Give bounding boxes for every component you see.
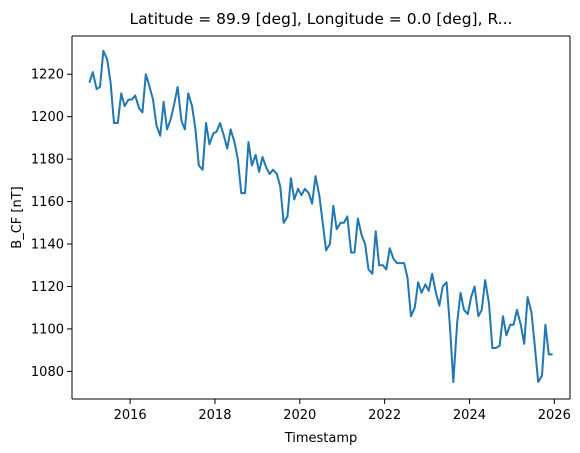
y-tick-label: 1100 xyxy=(31,322,64,337)
y-tick-label: 1080 xyxy=(31,365,64,380)
x-tick-label: 2016 xyxy=(114,408,147,423)
y-tick-label: 1200 xyxy=(31,110,64,125)
y-tick-label: 1120 xyxy=(31,280,64,295)
y-tick-label: 1180 xyxy=(31,153,64,168)
x-tick-label: 2018 xyxy=(198,408,231,423)
y-tick-label: 1140 xyxy=(31,238,64,253)
y-tick-label: 1160 xyxy=(31,195,64,210)
series-line xyxy=(88,49,553,384)
chart-title: Latitude = 89.9 [deg], Longitude = 0.0 [… xyxy=(130,10,513,28)
x-tick-label: 2026 xyxy=(538,408,571,423)
y-tick-label: 1220 xyxy=(31,68,64,83)
x-tick-label: 2022 xyxy=(368,408,401,423)
plot-area xyxy=(72,36,570,399)
y-axis-label: B_CF [nT] xyxy=(10,186,25,248)
x-axis-label: Timestamp xyxy=(284,431,358,446)
x-tick-label: 2024 xyxy=(453,408,486,423)
x-tick-label: 2020 xyxy=(283,408,316,423)
